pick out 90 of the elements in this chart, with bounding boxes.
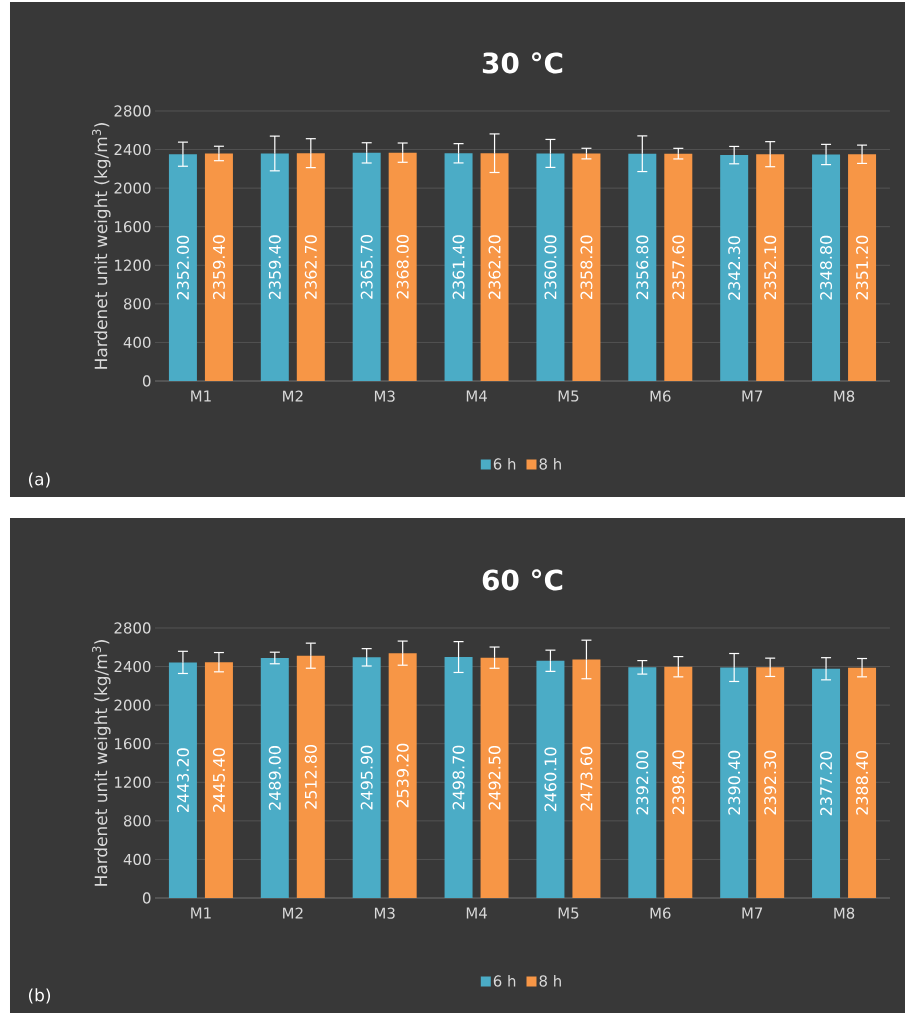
y-axis-title: Hardenet unit weight (kg/m$^{3}$) (92, 640, 111, 886)
legend-label: 6 h (493, 458, 516, 470)
data-label: 2473.60 (580, 746, 593, 811)
bar (168, 662, 197, 898)
y-tick-label: 2000 (114, 699, 151, 711)
data-label: 2352.10 (764, 235, 777, 300)
bar (812, 668, 841, 898)
data-label: 2390.40 (728, 750, 741, 815)
chart-title: 30 °C (482, 52, 563, 74)
data-label: 2377.20 (820, 751, 833, 816)
legend-label: 8 h (539, 975, 561, 987)
x-tick-label: M1 (191, 390, 211, 402)
x-tick-label: M5 (558, 390, 579, 402)
x-tick-label: M3 (374, 390, 395, 402)
x-tick-label: M7 (742, 390, 763, 402)
data-label: 2356.80 (636, 235, 649, 300)
x-tick-label: M8 (834, 390, 855, 402)
x-tick-label: M4 (466, 390, 487, 402)
data-label: 2351.20 (856, 235, 869, 300)
data-label: 2392.30 (764, 750, 777, 815)
legend-label: 8 h (539, 458, 561, 470)
y-tick-label: 400 (123, 336, 151, 349)
data-label: 2492.50 (488, 745, 501, 810)
y-tick-label: 800 (123, 298, 151, 310)
data-label: 2512.80 (304, 744, 317, 809)
x-tick-label: M4 (466, 907, 487, 919)
bar (664, 666, 693, 898)
data-label: 2361.40 (452, 235, 465, 299)
bar (204, 662, 233, 898)
y-tick-label: 2400 (114, 143, 151, 156)
data-label: 2362.70 (304, 235, 317, 299)
data-label: 2342.30 (728, 236, 741, 300)
y-tick-label: 0 (142, 892, 151, 904)
y-tick-label: 1200 (115, 259, 151, 271)
bar (720, 667, 749, 898)
data-label: 2358.20 (580, 235, 593, 300)
data-label: 2398.40 (672, 750, 685, 815)
data-label: 2359.40 (212, 235, 225, 300)
x-tick-label: M2 (283, 390, 303, 402)
data-label: 2359.40 (268, 235, 281, 300)
bar (848, 667, 877, 898)
y-tick-label: 1600 (115, 738, 151, 750)
x-tick-label: M2 (283, 907, 303, 919)
x-tick-label: M6 (650, 390, 671, 402)
bar (480, 657, 509, 898)
bar (352, 657, 381, 898)
bar (444, 657, 473, 898)
data-label: 2445.40 (212, 748, 225, 812)
x-tick-label: M5 (558, 907, 579, 919)
data-label: 2352.00 (176, 235, 189, 300)
bar (260, 657, 289, 898)
data-label: 2443.20 (176, 748, 189, 812)
text: (a) (28, 472, 50, 488)
text: (b) (28, 988, 51, 1004)
bar (756, 667, 785, 898)
data-label: 2498.70 (452, 745, 465, 810)
y-tick-label: 400 (123, 853, 151, 866)
y-tick-label: 2800 (114, 622, 151, 634)
data-label: 2495.90 (360, 745, 373, 810)
bar (388, 653, 417, 898)
data-label: 2348.80 (820, 235, 833, 300)
y-tick-label: 800 (123, 815, 151, 827)
x-tick-label: M6 (650, 907, 671, 919)
x-tick-label: M8 (834, 907, 855, 919)
data-label: 2392.00 (636, 750, 649, 815)
y-axis-title: Hardenet unit weight (kg/m$^{3}$) (92, 123, 111, 369)
y-tick-label: 2800 (114, 105, 151, 117)
x-tick-label: M1 (191, 907, 211, 919)
y-tick-label: 1600 (115, 221, 151, 233)
bar (296, 655, 325, 898)
bar (628, 667, 657, 898)
x-tick-label: M7 (742, 907, 763, 919)
bar (572, 659, 601, 898)
x-tick-label: M3 (374, 907, 395, 919)
data-label: 2388.40 (856, 750, 869, 815)
data-label: 2460.10 (544, 747, 557, 812)
y-tick-label: 1200 (115, 776, 151, 788)
data-label: 2489.00 (268, 746, 281, 810)
data-label: 2357.60 (672, 235, 685, 300)
data-label: 2362.20 (488, 235, 501, 299)
data-label: 2539.20 (396, 743, 409, 808)
data-label: 2368.00 (396, 234, 409, 299)
data-label: 2360.00 (544, 235, 557, 299)
y-tick-label: 2000 (114, 182, 151, 194)
bar (536, 660, 565, 898)
y-tick-label: 0 (142, 375, 151, 387)
y-tick-label: 2400 (114, 660, 151, 673)
data-label: 2365.70 (360, 235, 373, 299)
chart-title: 60 °C (482, 569, 563, 591)
legend-label: 6 h (493, 975, 516, 987)
